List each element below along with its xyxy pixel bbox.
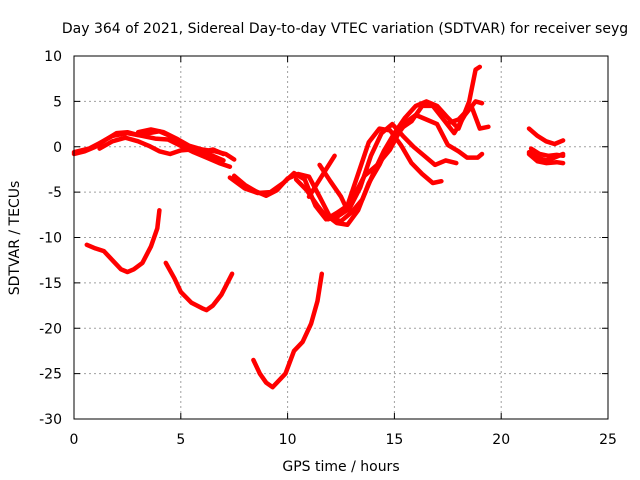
gridlines bbox=[74, 56, 608, 419]
y-axis-label: SDTVAR / TECUs bbox=[7, 181, 23, 296]
x-tick-label: 15 bbox=[385, 432, 403, 448]
y-tick-label: -15 bbox=[39, 276, 62, 292]
y-tick-label: -10 bbox=[39, 231, 62, 247]
x-axis-ticks: 0 5 10 15 20 25 bbox=[70, 56, 617, 448]
y-tick-label: 5 bbox=[53, 94, 62, 110]
series-track-5 bbox=[84, 208, 162, 275]
series-track-18 bbox=[528, 146, 566, 159]
series-track-15 bbox=[526, 126, 566, 147]
y-tick-label: -25 bbox=[39, 367, 62, 383]
y-tick-label: 0 bbox=[53, 140, 62, 156]
y-axis-ticks: -30 -25 -20 -15 -10 -5 0 5 10 bbox=[39, 49, 608, 428]
series-track-17 bbox=[526, 151, 566, 166]
data-series bbox=[71, 64, 566, 390]
series-track-9 bbox=[227, 126, 444, 222]
series-track-4 bbox=[135, 127, 237, 162]
y-tick-label: -20 bbox=[39, 321, 62, 337]
x-axis-label: GPS time / hours bbox=[282, 459, 399, 475]
chart-title: Day 364 of 2021, Sidereal Day-to-day VTE… bbox=[62, 21, 628, 37]
series-track-10 bbox=[293, 121, 459, 222]
series-track-12 bbox=[323, 99, 485, 228]
series-track-7 bbox=[251, 271, 325, 390]
series-track-6 bbox=[163, 260, 235, 313]
series-track-13 bbox=[306, 153, 337, 199]
series-track-14 bbox=[445, 103, 491, 131]
series-track-2 bbox=[71, 130, 233, 169]
x-tick-label: 25 bbox=[599, 432, 617, 448]
x-tick-label: 10 bbox=[279, 432, 297, 448]
y-tick-label: -30 bbox=[39, 412, 62, 428]
y-tick-label: -5 bbox=[48, 185, 62, 201]
y-tick-label: 10 bbox=[44, 49, 62, 65]
x-tick-label: 5 bbox=[176, 432, 185, 448]
x-tick-label: 20 bbox=[492, 432, 510, 448]
x-tick-label: 0 bbox=[70, 432, 79, 448]
